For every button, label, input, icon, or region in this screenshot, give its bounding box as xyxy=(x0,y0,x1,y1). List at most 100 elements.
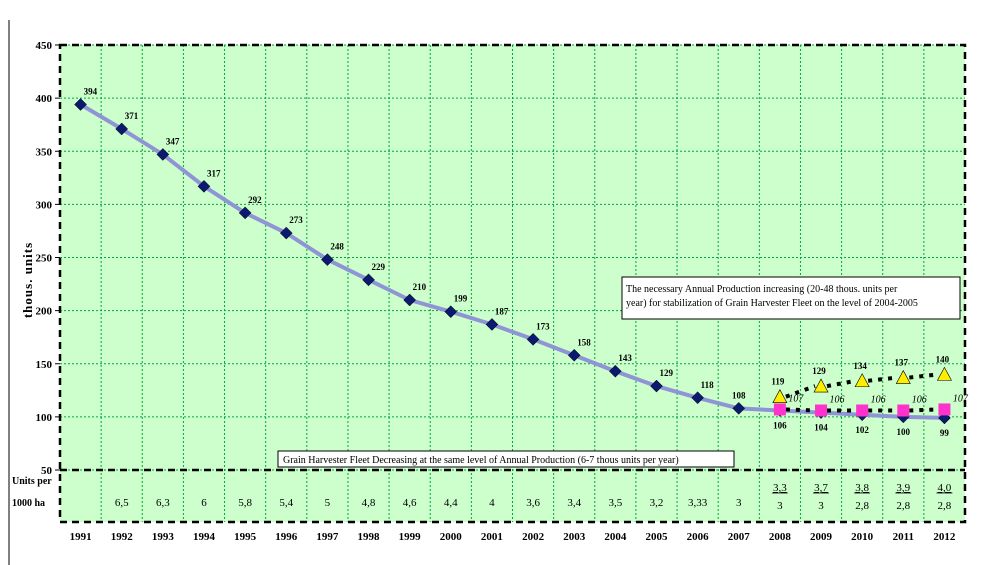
point-fleet xyxy=(115,122,129,136)
point-triangle xyxy=(813,378,829,393)
x-tick-label: 2007 xyxy=(728,531,751,543)
units-value: 6,3 xyxy=(156,497,170,509)
y-tick-label: 250 xyxy=(36,253,53,265)
units-value: 3 xyxy=(736,497,742,509)
data-label-fleet: 118 xyxy=(701,380,715,390)
x-tick-label: 1995 xyxy=(234,531,257,543)
y-axis-label: thous. units xyxy=(20,242,35,318)
data-label-triangle: 140 xyxy=(936,354,950,364)
point-fleet xyxy=(444,305,458,319)
data-label-fleet: 347 xyxy=(166,136,180,146)
x-tick-label: 2002 xyxy=(522,531,545,543)
data-label-fleet: 292 xyxy=(248,195,262,205)
data-label-fleet: 229 xyxy=(372,262,386,272)
x-tick-label: 2005 xyxy=(645,531,668,543)
x-tick-label: 2006 xyxy=(687,531,710,543)
x-tick-label: 1999 xyxy=(399,531,422,543)
data-label-fleet: 173 xyxy=(536,321,550,331)
series-layer: 394 371 347 317 292 273 248 229 210 199 187 173 158 1… xyxy=(74,87,969,438)
y-tick-label: 350 xyxy=(36,146,53,158)
units-bottom-value: 2,8 xyxy=(855,500,869,512)
data-label-fleet: 100 xyxy=(897,427,911,437)
point-fleet xyxy=(197,179,211,193)
x-tick-label: 1997 xyxy=(316,531,339,543)
series-line-fleet xyxy=(79,102,945,420)
point-fleet xyxy=(650,379,663,393)
units-bottom-value: 2,8 xyxy=(938,500,952,512)
data-label-fleet: 394 xyxy=(84,87,98,97)
point-square xyxy=(773,403,786,416)
data-label-fleet: 210 xyxy=(413,282,427,292)
units-row-label-2: 1000 ha xyxy=(12,498,45,509)
units-value: 4,4 xyxy=(444,497,458,509)
x-tick-label: 2008 xyxy=(769,531,792,543)
data-label-square: 106 xyxy=(912,395,927,406)
y-tick-label: 100 xyxy=(36,412,53,424)
data-label-fleet: 273 xyxy=(289,215,303,225)
data-label-triangle: 137 xyxy=(895,358,909,368)
y-tick-label: 50 xyxy=(41,465,53,477)
annotation-top-box: The necessary Annual Production increasi… xyxy=(621,276,961,320)
data-label-triangle: 129 xyxy=(812,366,826,376)
point-fleet xyxy=(403,293,417,307)
data-label-triangle: 119 xyxy=(771,377,785,387)
point-fleet xyxy=(156,148,170,161)
units-value: 4 xyxy=(489,497,495,509)
point-fleet xyxy=(238,206,252,220)
data-label-fleet: 102 xyxy=(855,425,869,435)
point-triangle xyxy=(936,366,952,381)
point-square xyxy=(897,404,910,417)
x-tick-label: 1993 xyxy=(152,531,175,543)
point-fleet xyxy=(567,348,581,362)
data-label-fleet: 99 xyxy=(940,428,950,438)
x-axis: 1991 1992 1993 1994 1995 1996 1997 1998 1999 2000… xyxy=(70,531,956,543)
y-tick-label: 450 xyxy=(36,40,53,52)
x-tick-label: 2009 xyxy=(810,531,833,543)
data-label-fleet: 129 xyxy=(659,368,673,378)
point-triangle xyxy=(772,389,788,403)
point-fleet xyxy=(362,273,375,287)
x-tick-label: 2000 xyxy=(440,531,463,543)
units-bottom-value: 3 xyxy=(818,500,824,512)
point-fleet xyxy=(608,364,622,378)
x-tick-label: 2010 xyxy=(851,531,874,543)
units-value: 5,4 xyxy=(279,497,293,509)
x-tick-label: 2011 xyxy=(893,531,914,543)
plot-frame xyxy=(58,43,967,524)
units-value: 4,8 xyxy=(362,497,376,509)
data-label-fleet: 104 xyxy=(814,423,828,433)
units-top-value: 3,7 xyxy=(814,482,828,494)
data-label-fleet: 187 xyxy=(495,306,509,316)
data-label-fleet: 106 xyxy=(773,421,787,431)
data-label-fleet: 158 xyxy=(577,337,591,347)
point-fleet xyxy=(485,318,499,331)
annotation-top-line2: year) for stabilization of Grain Harvest… xyxy=(626,298,918,309)
units-top-value: 3,3 xyxy=(773,482,787,494)
data-label-square: 107 xyxy=(953,393,969,404)
data-label-fleet: 199 xyxy=(454,294,468,304)
data-label-fleet: 143 xyxy=(618,353,632,363)
x-tick-label: 1991 xyxy=(70,531,92,543)
units-value: 3,5 xyxy=(608,497,622,509)
units-value: 6 xyxy=(201,497,207,509)
units-top-value: 3,9 xyxy=(896,482,910,494)
data-label-fleet: 248 xyxy=(330,242,344,252)
x-tick-label: 2012 xyxy=(933,531,956,543)
point-fleet xyxy=(74,98,87,111)
units-top-value: 3,8 xyxy=(855,482,869,494)
units-value: 6,5 xyxy=(115,497,129,509)
point-fleet xyxy=(321,253,334,266)
units-value: 3,6 xyxy=(526,497,540,509)
units-bottom-value: 3 xyxy=(777,500,783,512)
data-label-fleet: 371 xyxy=(125,111,139,121)
x-tick-label: 2003 xyxy=(563,531,586,543)
point-fleet xyxy=(691,391,704,405)
x-tick-label: 2001 xyxy=(481,531,503,543)
units-value: 5 xyxy=(325,497,331,509)
x-tick-label: 1998 xyxy=(358,531,381,543)
point-fleet xyxy=(526,332,540,346)
units-bottom-value: 2,8 xyxy=(896,500,910,512)
units-value: 5,8 xyxy=(238,497,252,509)
data-label-triangle: 134 xyxy=(853,361,867,371)
